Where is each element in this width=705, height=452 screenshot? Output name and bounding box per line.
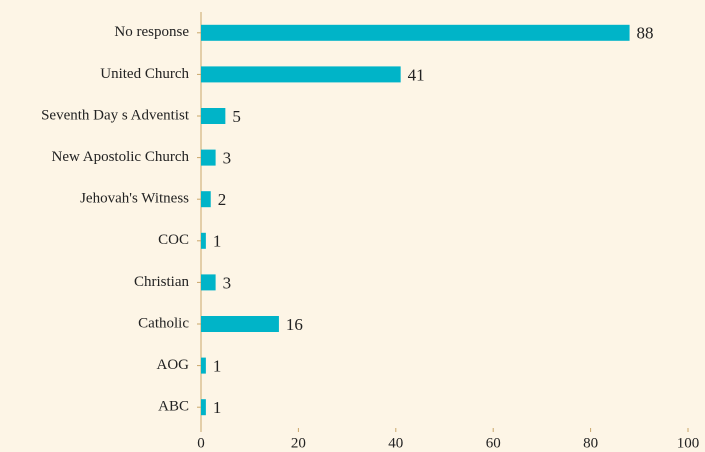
y-tick-label: AOG [157, 357, 190, 373]
y-tick-label: ABC [158, 399, 189, 415]
x-tick-label: 60 [486, 435, 501, 451]
bar [201, 66, 401, 83]
y-tick-label: Christian [134, 274, 189, 290]
value-label: 88 [637, 24, 654, 43]
bar [201, 24, 630, 41]
y-tick-label: Jehovah's Witness [80, 191, 189, 207]
value-label: 16 [286, 315, 303, 334]
value-label: 3 [223, 149, 232, 168]
x-tick-label: 0 [197, 435, 205, 451]
value-label: 3 [223, 273, 232, 292]
value-label: 5 [232, 107, 241, 126]
bar [201, 232, 206, 249]
value-label: 2 [218, 190, 227, 209]
x-tick-label: 40 [388, 435, 403, 451]
bar [201, 191, 211, 208]
y-tick-label: United Church [100, 66, 189, 82]
bar [201, 357, 206, 374]
x-tick-label: 80 [583, 435, 598, 451]
bar [201, 399, 206, 416]
x-tick-label: 100 [677, 435, 700, 451]
y-tick-label: COC [158, 232, 189, 248]
bar [201, 274, 216, 291]
bar [201, 149, 216, 166]
bar [201, 108, 226, 124]
y-tick-label: No response [114, 24, 189, 40]
y-tick-label: Seventh Day s Adventist [41, 107, 190, 123]
value-label: 1 [213, 357, 222, 376]
value-label: 41 [408, 65, 425, 84]
bar [201, 316, 279, 332]
value-label: 1 [213, 232, 222, 251]
y-tick-label: Catholic [138, 315, 189, 331]
x-tick-label: 20 [291, 435, 306, 451]
y-tick-label: New Apostolic Church [52, 149, 190, 165]
value-label: 1 [213, 398, 222, 417]
